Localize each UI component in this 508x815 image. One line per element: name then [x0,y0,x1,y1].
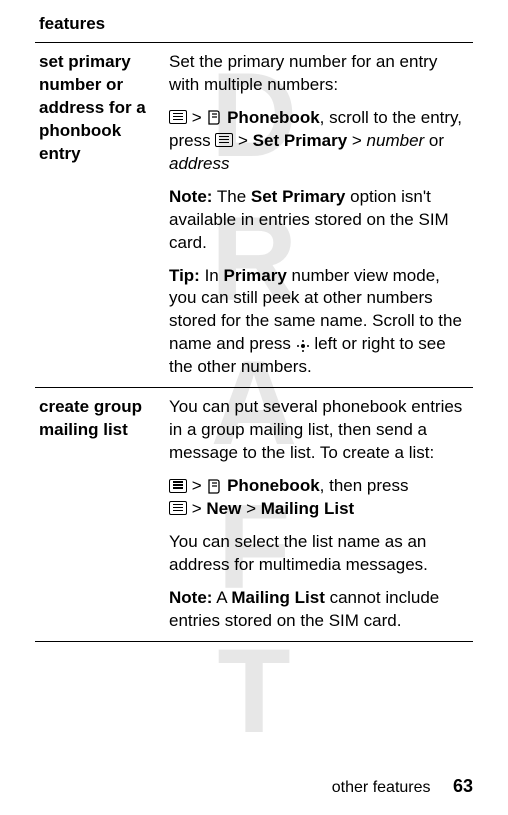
page-number: 63 [453,776,473,796]
row-content: You can put several phonebook entries in… [165,388,473,641]
text: Mailing List [261,499,355,518]
text: Tip: [169,266,200,285]
text: > [233,131,252,150]
page-content: features set primary number or address f… [0,0,508,642]
text: Set Primary [253,131,348,150]
paragraph: > Phonebook, then press > New > Mailing … [169,475,469,521]
text: > [187,476,206,495]
table-row: set primary number or address for a phon… [35,43,473,388]
text: Mailing List [231,588,325,607]
paragraph: You can select the list name as an addre… [169,531,469,577]
text: Note: [169,187,212,206]
menu-icon [215,133,233,147]
text: Phonebook [222,476,319,495]
text: > [187,108,206,127]
text: Primary [223,266,286,285]
paragraph: Tip: In Primary number view mode, you ca… [169,265,469,380]
menu-icon [169,110,187,124]
menu-icon [169,501,187,515]
nav-icon [296,337,310,351]
text: In [200,266,224,285]
text: New [206,499,241,518]
phonebook-icon [206,109,222,125]
text: > [187,499,206,518]
text: > [241,499,260,518]
text: or [424,131,444,150]
paragraph: Set the primary number for an entry with… [169,51,469,97]
text: Phonebook [222,108,319,127]
phonebook-icon [206,478,222,494]
features-table: features set primary number or address f… [35,10,473,642]
text: , then press [320,476,409,495]
text: Set Primary [251,187,346,206]
paragraph: Note: The Set Primary option isn't avail… [169,186,469,255]
text: The [212,187,250,206]
row-content: Set the primary number for an entry with… [165,43,473,388]
row-label: set primary number or address for a phon… [35,43,165,388]
text: Note: [169,588,212,607]
table-row: create group mailing list You can put se… [35,388,473,641]
text: A [212,588,231,607]
text: number [367,131,425,150]
page-footer: other features 63 [332,776,473,797]
footer-text: other features [332,779,431,796]
paragraph: > Phonebook, scroll to the entry, press … [169,107,469,176]
paragraph: You can put several phonebook entries in… [169,396,469,465]
menu-icon [169,479,187,493]
text: > [347,131,366,150]
paragraph: Note: A Mailing List cannot include entr… [169,587,469,633]
table-header: features [35,10,473,43]
row-label: create group mailing list [35,388,165,641]
text: address [169,154,229,173]
